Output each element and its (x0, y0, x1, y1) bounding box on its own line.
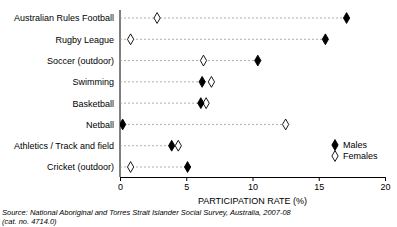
x-tick: 20 (380, 177, 390, 192)
guide-line (120, 103, 206, 104)
y-tick: Soccer (outdoor) (47, 56, 120, 66)
x-tick-label: 10 (248, 182, 258, 192)
guide-line (120, 60, 258, 61)
dot (175, 140, 181, 151)
y-tick: Athletics / Track and field (14, 141, 120, 151)
y-tick: Swimming (72, 77, 120, 87)
y-tick-label: Basketball (72, 99, 114, 109)
y-tick-label: Rugby League (55, 35, 114, 45)
legend-entry: Females (332, 151, 378, 162)
dot (127, 162, 133, 173)
x-tick-label: 20 (380, 182, 390, 192)
y-tick: Basketball (72, 99, 120, 109)
x-axis-title: PARTICIPATION RATE (%) (198, 196, 307, 206)
y-tick-label: Athletics / Track and field (14, 141, 114, 151)
x-tick-label: 5 (184, 182, 189, 192)
guide-line (120, 39, 325, 40)
y-axis: Australian Rules Football Rugby League Soc… (14, 10, 120, 177)
x-tick: 0 (118, 177, 123, 192)
source-note: (cat. no. 4714.0) (2, 217, 57, 226)
dot (255, 55, 261, 66)
dot (322, 34, 328, 45)
y-tick: Netball (86, 120, 120, 130)
y-tick-label: Australian Rules Football (14, 13, 114, 23)
dot (282, 119, 288, 130)
x-axis: 0 5 10 15 20 (118, 177, 391, 192)
x-tick-mark (186, 177, 187, 181)
dot (169, 140, 175, 151)
plot-area (120, 13, 350, 173)
y-tick: Australian Rules Football (14, 13, 120, 23)
guide-line (120, 81, 211, 82)
y-tick-label: Soccer (outdoor) (47, 56, 114, 66)
dot (199, 76, 205, 87)
legend: MalesFemales (332, 140, 378, 162)
x-tick: 5 (184, 177, 189, 192)
legend-label: Females (343, 151, 378, 161)
x-tick: 10 (248, 177, 258, 192)
dot (120, 119, 126, 130)
source-note: Source: National Aboriginal and Torres S… (2, 208, 292, 217)
x-tick: 15 (314, 177, 324, 192)
legend-label: Males (343, 140, 368, 150)
x-tick-label: 15 (314, 182, 324, 192)
y-tick: Cricket (outdoor) (47, 162, 120, 172)
y-axis-line (120, 10, 121, 177)
x-tick-mark (319, 177, 320, 181)
y-tick-label: Swimming (72, 77, 114, 87)
guide-line (120, 124, 286, 125)
dot (208, 76, 214, 87)
chart: 0 5 10 15 20 Australian Rules Football Rugby L… (0, 0, 397, 227)
y-tick-label: Netball (86, 120, 114, 130)
dot (184, 162, 190, 173)
dot (198, 98, 204, 109)
x-tick-mark (253, 177, 254, 181)
x-tick-label: 0 (118, 182, 123, 192)
dot (200, 55, 206, 66)
legend-marker (332, 151, 338, 162)
y-tick: Rugby League (55, 35, 120, 45)
x-tick-mark (385, 177, 386, 181)
dot (154, 13, 160, 24)
dot (343, 13, 349, 24)
dot (127, 34, 133, 45)
y-tick-label: Cricket (outdoor) (47, 162, 114, 172)
x-tick-mark (120, 177, 121, 181)
legend-entry: Males (332, 140, 368, 151)
legend-marker (332, 140, 338, 151)
